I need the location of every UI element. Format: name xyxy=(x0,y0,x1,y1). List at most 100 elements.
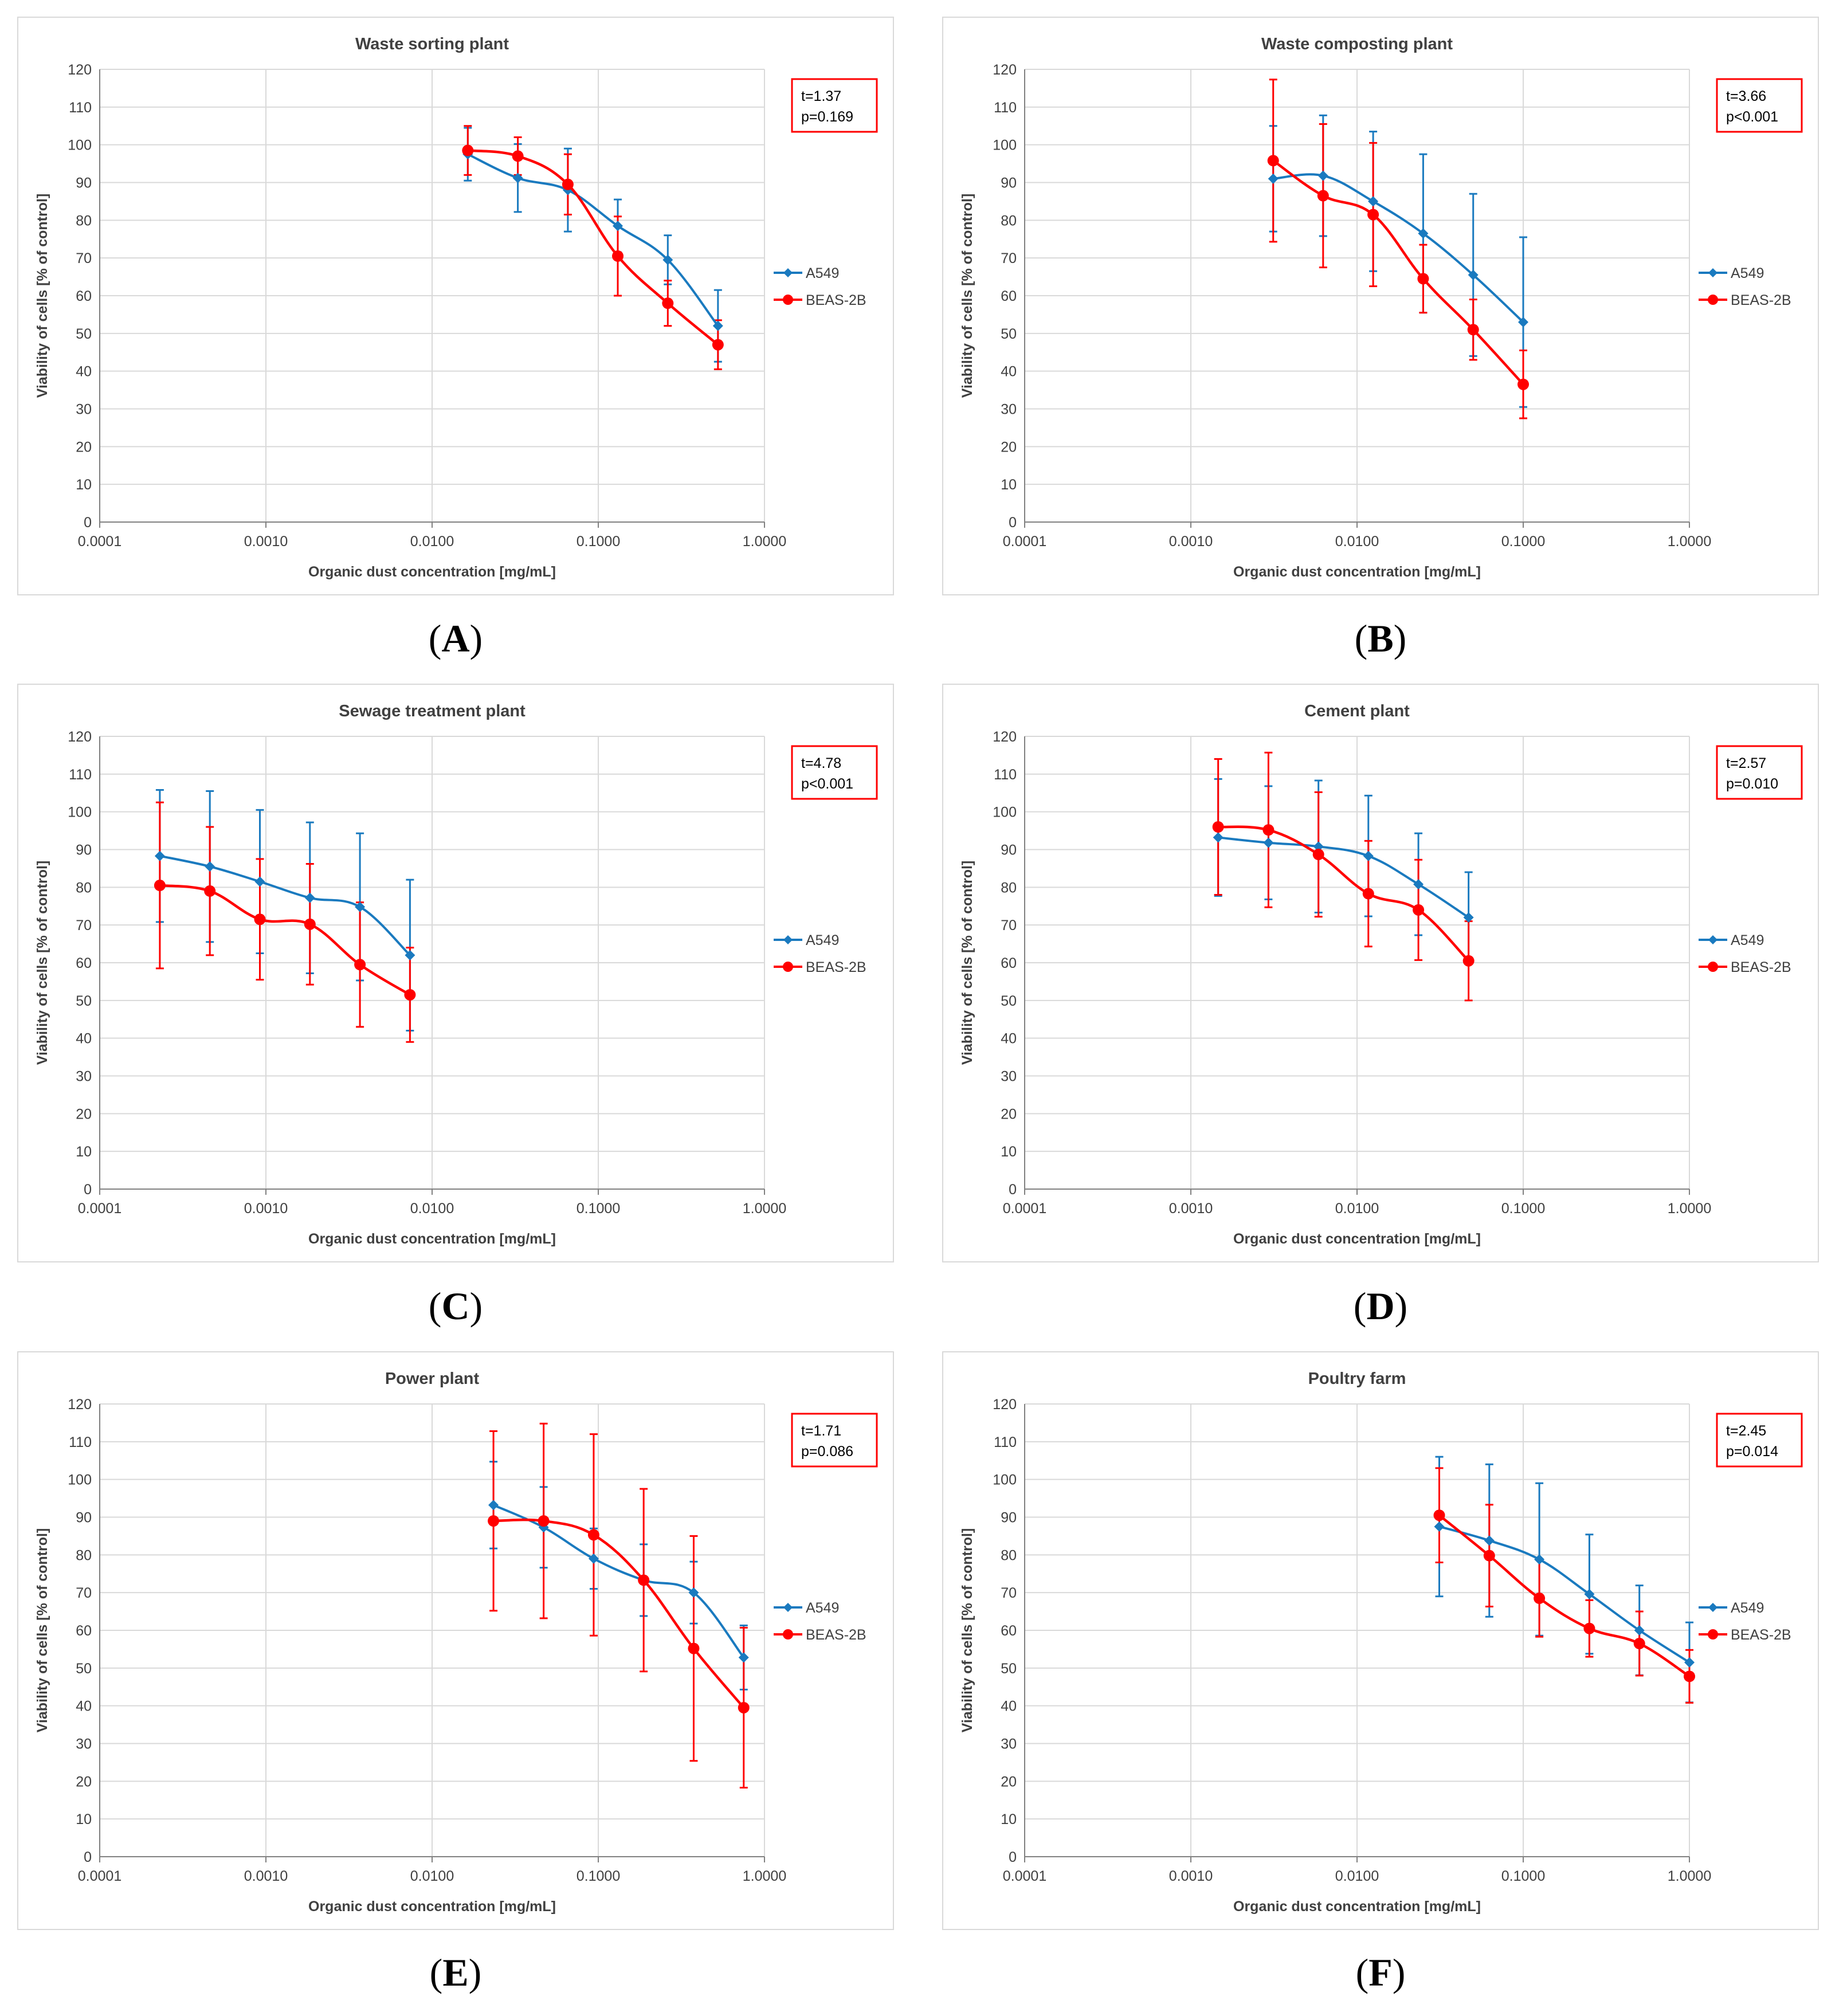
data-point-a549 xyxy=(355,901,366,912)
panel-label-d: (D) xyxy=(1353,1284,1408,1328)
data-point-beas-2b xyxy=(462,144,474,156)
y-tick-label: 60 xyxy=(1001,955,1017,971)
data-point-beas-2b xyxy=(154,880,166,892)
data-point-beas-2b xyxy=(254,913,266,925)
y-tick-label: 80 xyxy=(76,1547,92,1563)
y-tick-label: 20 xyxy=(76,1774,92,1790)
legend-label: A549 xyxy=(806,1600,839,1616)
y-tick-label: 30 xyxy=(1001,402,1017,418)
x-tick-label: 1.0000 xyxy=(743,1868,786,1884)
data-point-a549 xyxy=(405,950,415,960)
data-point-a549 xyxy=(1413,879,1424,890)
y-tick-label: 110 xyxy=(994,767,1017,783)
y-axis-title: Viability of cells [% of control] xyxy=(34,194,50,398)
data-point-beas-2b xyxy=(1684,1670,1695,1682)
y-tick-label: 90 xyxy=(1001,842,1017,858)
stats-box xyxy=(791,78,878,133)
data-point-beas-2b xyxy=(1534,1593,1546,1605)
data-point-a549 xyxy=(1434,1521,1445,1532)
series-line-beas-2b xyxy=(468,149,719,346)
data-point-beas-2b xyxy=(354,959,366,971)
data-point-a549 xyxy=(688,1587,699,1598)
y-tick-label: 40 xyxy=(1001,1031,1017,1047)
y-tick-label: 110 xyxy=(69,767,92,783)
x-tick-label: 0.0100 xyxy=(410,1868,454,1884)
x-axis-title: Organic dust concentration [mg/mL] xyxy=(308,564,556,580)
y-tick-label: 10 xyxy=(76,1811,92,1827)
legend-marker xyxy=(783,268,793,277)
x-tick-label: 0.0010 xyxy=(1169,1868,1213,1884)
y-tick-label: 60 xyxy=(1001,288,1017,304)
y-axis-title: Viability of cells [% of control] xyxy=(34,861,50,1065)
legend-marker xyxy=(783,1629,793,1640)
data-point-beas-2b xyxy=(1467,324,1479,336)
x-tick-label: 0.1000 xyxy=(577,1201,620,1217)
data-point-a549 xyxy=(1484,1535,1495,1546)
y-tick-label: 90 xyxy=(1001,1510,1017,1526)
x-tick-label: 0.1000 xyxy=(1501,1868,1545,1884)
y-tick-label: 10 xyxy=(76,477,92,493)
y-tick-label: 70 xyxy=(1001,250,1017,266)
x-tick-label: 0.1000 xyxy=(577,534,620,550)
y-tick-label: 70 xyxy=(1001,1585,1017,1601)
y-tick-label: 100 xyxy=(993,138,1017,154)
data-point-beas-2b xyxy=(587,1529,599,1541)
y-tick-label: 60 xyxy=(76,955,92,971)
chart-panel-d: Cement plant 0 10 20 30 40 50 60 70 80 90 100 110 120… xyxy=(942,684,1819,1262)
x-tick-label: 0.0100 xyxy=(1335,1868,1379,1884)
series-line-beas-2b xyxy=(1438,1514,1691,1678)
y-axis-title: Viability of cells [% of control] xyxy=(959,194,975,398)
data-point-a549 xyxy=(662,254,673,265)
panel-label-b: (B) xyxy=(1354,617,1407,660)
x-tick-label: 1.0000 xyxy=(743,534,786,550)
y-tick-label: 0 xyxy=(1009,1849,1017,1865)
data-point-beas-2b xyxy=(612,250,624,262)
y-tick-label: 100 xyxy=(993,805,1017,821)
x-tick-label: 0.0100 xyxy=(1335,1201,1379,1217)
y-tick-label: 0 xyxy=(1009,1182,1017,1198)
data-point-beas-2b xyxy=(1267,155,1279,167)
y-tick-label: 70 xyxy=(76,250,92,266)
x-axis-title: Organic dust concentration [mg/mL] xyxy=(1233,1231,1481,1247)
y-tick-label: 80 xyxy=(1001,880,1017,896)
y-tick-label: 80 xyxy=(1001,213,1017,229)
y-tick-label: 90 xyxy=(1001,175,1017,191)
y-tick-label: 10 xyxy=(1001,1811,1017,1827)
data-point-beas-2b xyxy=(1317,190,1329,202)
legend-marker xyxy=(1708,1629,1718,1640)
series-line-a549 xyxy=(1273,173,1524,323)
y-axis-title: Viability of cells [% of control] xyxy=(959,861,975,1065)
y-tick-label: 60 xyxy=(1001,1623,1017,1639)
y-tick-label: 120 xyxy=(68,62,92,78)
y-tick-label: 90 xyxy=(76,842,92,858)
chart-title: Cement plant xyxy=(1304,702,1410,720)
data-point-beas-2b xyxy=(1312,849,1324,861)
data-point-a549 xyxy=(254,876,265,887)
data-point-beas-2b xyxy=(1367,209,1379,221)
data-point-a549 xyxy=(1518,317,1528,328)
legend-marker xyxy=(783,1603,793,1612)
stats-box xyxy=(1716,78,1803,133)
chart-panel-b: Waste composting plant 0 10 20 30 40 50 60 70 80 9… xyxy=(942,17,1819,595)
legend-marker xyxy=(1708,935,1717,944)
y-tick-label: 30 xyxy=(76,402,92,418)
y-tick-label: 90 xyxy=(76,1510,92,1526)
legend-marker xyxy=(783,295,793,305)
series-line-beas-2b xyxy=(159,884,411,996)
panel-label-f: (F) xyxy=(1355,1951,1406,1994)
data-point-a549 xyxy=(304,892,315,903)
chart-svg-d: Cement plant 0 10 20 30 40 50 60 70 80 90 100 110 120… xyxy=(959,702,1803,1247)
legend-label: A549 xyxy=(1731,265,1764,281)
stats-t-value: t=3.66 xyxy=(1726,88,1766,104)
y-tick-label: 100 xyxy=(68,805,92,821)
stats-box xyxy=(1716,1413,1803,1468)
x-tick-label: 1.0000 xyxy=(1668,534,1711,550)
y-tick-label: 50 xyxy=(1001,993,1017,1009)
y-tick-label: 70 xyxy=(1001,917,1017,934)
x-tick-label: 1.0000 xyxy=(1668,1201,1711,1217)
data-point-beas-2b xyxy=(662,297,674,309)
data-point-a549 xyxy=(538,1522,549,1533)
data-point-beas-2b xyxy=(1212,821,1224,833)
y-tick-label: 120 xyxy=(993,1397,1017,1413)
y-tick-label: 110 xyxy=(69,1434,92,1450)
